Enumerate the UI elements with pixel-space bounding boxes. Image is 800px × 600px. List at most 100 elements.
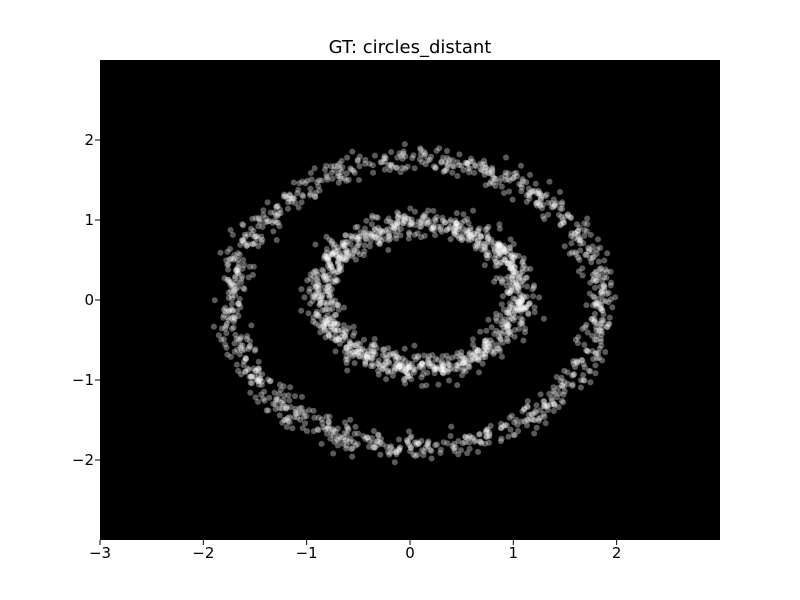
data-point-ring-2 xyxy=(354,237,360,243)
data-point-ring-2 xyxy=(488,237,494,243)
data-point-ring-1 xyxy=(307,192,313,198)
data-point-ring-2 xyxy=(519,320,525,326)
data-point-ring-1 xyxy=(598,290,604,296)
data-point-ring-1 xyxy=(518,188,524,194)
data-point-ring-2 xyxy=(422,233,428,239)
data-point-ring-1 xyxy=(235,301,241,307)
data-point-ring-1 xyxy=(451,441,457,447)
data-point-ring-1 xyxy=(265,199,271,205)
data-point-ring-2 xyxy=(448,236,454,242)
y-tick-label: 1 xyxy=(84,211,94,229)
data-point-ring-1 xyxy=(316,415,322,421)
data-point-ring-2 xyxy=(402,346,408,352)
data-point-ring-1 xyxy=(415,452,421,458)
data-point-ring-1 xyxy=(246,346,252,352)
data-point-ring-2 xyxy=(432,232,438,238)
data-point-ring-1 xyxy=(319,441,325,447)
data-point-ring-2 xyxy=(351,330,357,336)
data-point-ring-2 xyxy=(312,242,318,248)
data-point-ring-1 xyxy=(340,164,346,170)
data-point-ring-1 xyxy=(344,155,350,161)
data-point-ring-1 xyxy=(296,180,302,186)
data-point-ring-2 xyxy=(435,382,441,388)
data-point-ring-1 xyxy=(338,176,344,182)
data-point-ring-1 xyxy=(249,373,255,379)
data-point-ring-2 xyxy=(454,233,460,239)
data-point-ring-1 xyxy=(456,162,462,168)
data-point-ring-2 xyxy=(382,236,388,242)
data-point-ring-2 xyxy=(497,348,503,354)
x-tick-label: 0 xyxy=(405,544,415,562)
data-point-ring-2 xyxy=(532,309,538,315)
data-point-ring-2 xyxy=(405,373,411,379)
data-point-ring-1 xyxy=(506,189,512,195)
data-point-ring-1 xyxy=(547,179,553,185)
data-point-ring-2 xyxy=(470,336,476,342)
data-point-ring-1 xyxy=(438,447,444,453)
data-point-ring-1 xyxy=(312,194,318,200)
data-point-ring-2 xyxy=(353,343,359,349)
data-point-ring-2 xyxy=(362,242,368,248)
data-point-ring-1 xyxy=(436,145,442,151)
data-point-ring-1 xyxy=(256,359,262,365)
data-point-ring-1 xyxy=(349,454,355,460)
data-point-ring-1 xyxy=(326,419,332,425)
data-point-ring-2 xyxy=(487,337,493,343)
data-point-ring-1 xyxy=(562,243,568,249)
data-point-ring-1 xyxy=(464,450,470,456)
data-point-ring-1 xyxy=(534,425,540,431)
data-point-ring-1 xyxy=(606,290,612,296)
data-point-ring-1 xyxy=(510,197,516,203)
data-point-ring-1 xyxy=(442,168,448,174)
data-point-ring-2 xyxy=(530,293,536,299)
data-point-ring-1 xyxy=(508,427,514,433)
data-point-ring-1 xyxy=(392,459,398,465)
data-point-ring-1 xyxy=(550,204,556,210)
data-point-ring-2 xyxy=(386,360,392,366)
data-point-ring-2 xyxy=(298,308,304,314)
data-point-ring-1 xyxy=(423,444,429,450)
data-point-ring-1 xyxy=(593,327,599,333)
data-point-ring-2 xyxy=(491,279,497,285)
data-point-ring-2 xyxy=(332,270,338,276)
data-point-ring-1 xyxy=(539,205,545,211)
data-point-ring-2 xyxy=(353,257,359,263)
data-point-ring-2 xyxy=(515,299,521,305)
data-point-ring-2 xyxy=(385,368,391,374)
data-point-ring-1 xyxy=(252,348,258,354)
data-point-ring-1 xyxy=(339,158,345,164)
data-point-ring-2 xyxy=(480,351,486,357)
data-point-ring-1 xyxy=(408,433,414,439)
data-point-ring-1 xyxy=(598,336,604,342)
data-point-ring-2 xyxy=(497,244,503,250)
data-point-ring-1 xyxy=(372,153,378,159)
data-point-ring-2 xyxy=(430,208,436,214)
data-point-ring-2 xyxy=(484,255,490,261)
x-tick-label: −3 xyxy=(89,544,111,562)
x-tick-label: −2 xyxy=(192,544,214,562)
data-point-ring-1 xyxy=(274,237,280,243)
data-point-ring-1 xyxy=(402,141,408,147)
data-point-ring-2 xyxy=(444,227,450,233)
data-point-ring-1 xyxy=(247,390,253,396)
data-point-ring-1 xyxy=(499,184,505,190)
x-tick-label: 2 xyxy=(612,544,622,562)
data-point-ring-2 xyxy=(314,276,320,282)
data-point-ring-1 xyxy=(456,151,462,157)
data-point-ring-2 xyxy=(336,255,342,261)
data-point-ring-2 xyxy=(499,301,505,307)
data-point-ring-1 xyxy=(344,431,350,437)
data-point-ring-1 xyxy=(599,320,605,326)
data-point-ring-2 xyxy=(518,309,524,315)
data-point-ring-1 xyxy=(511,171,517,177)
data-point-ring-2 xyxy=(512,334,518,340)
y-tick-label: −2 xyxy=(72,451,94,469)
data-point-ring-1 xyxy=(378,436,384,442)
data-point-ring-2 xyxy=(351,324,357,330)
data-point-ring-1 xyxy=(232,340,238,346)
data-point-ring-1 xyxy=(388,149,394,155)
data-point-ring-1 xyxy=(587,368,593,374)
data-point-ring-1 xyxy=(591,254,597,260)
data-point-ring-2 xyxy=(311,270,317,276)
data-point-ring-1 xyxy=(352,431,358,437)
